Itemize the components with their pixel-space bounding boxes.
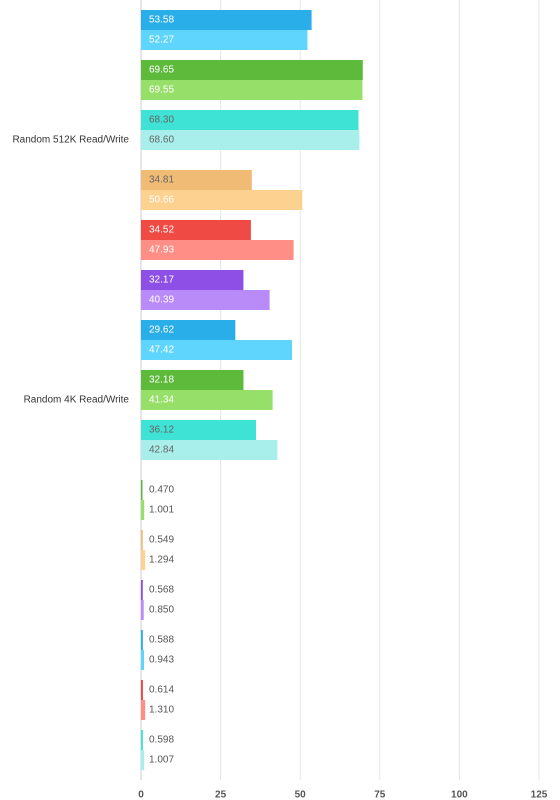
- bar: [141, 220, 251, 240]
- value-label: 1.007: [149, 755, 174, 766]
- bar: [141, 700, 146, 720]
- value-label: 0.614: [149, 685, 174, 696]
- category-label: Random 4K Read/Write: [24, 395, 130, 406]
- bar: [141, 420, 257, 440]
- value-label: 32.18: [149, 375, 174, 386]
- bar: [141, 190, 303, 210]
- value-label: 0.568: [149, 585, 174, 596]
- value-label: 36.12: [149, 425, 174, 436]
- bar: [141, 80, 363, 100]
- bar: [141, 580, 143, 600]
- value-label: 42.84: [149, 445, 174, 456]
- x-tick-label: 75: [374, 790, 386, 800]
- bar: [141, 270, 244, 290]
- value-label: 1.294: [149, 555, 174, 566]
- bar: [141, 170, 252, 190]
- value-label: 50.66: [149, 195, 174, 206]
- value-label: 69.65: [149, 65, 174, 76]
- bar: [141, 630, 143, 650]
- value-label: 34.81: [149, 175, 174, 186]
- value-label: 0.588: [149, 635, 174, 646]
- bar: [141, 650, 145, 670]
- value-label: 40.39: [149, 295, 174, 306]
- bar: [141, 500, 145, 520]
- bar: [141, 480, 143, 500]
- bar: [141, 730, 143, 750]
- bar: [141, 10, 312, 30]
- bar: [141, 440, 278, 460]
- bar: [141, 600, 144, 620]
- value-label: 68.30: [149, 115, 174, 126]
- x-tick-label: 25: [215, 790, 227, 800]
- bar: [141, 680, 143, 700]
- value-label: 68.60: [149, 135, 174, 146]
- value-label: 0.549: [149, 535, 174, 546]
- category-label: Random 512K Read/Write: [12, 135, 129, 146]
- value-label: 41.34: [149, 395, 174, 406]
- bar: [141, 370, 244, 390]
- value-label: 29.62: [149, 325, 174, 336]
- value-label: 34.52: [149, 225, 174, 236]
- bar: [141, 290, 270, 310]
- value-label: 1.001: [149, 505, 174, 516]
- bar: [141, 30, 308, 50]
- bar: [141, 130, 360, 150]
- value-label: 0.850: [149, 605, 174, 616]
- bar: [141, 320, 236, 340]
- x-tick-label: 50: [295, 790, 307, 800]
- value-label: 1.310: [149, 705, 174, 716]
- bar: [141, 240, 294, 260]
- value-label: 52.27: [149, 35, 174, 46]
- value-label: 47.93: [149, 245, 174, 256]
- x-tick-label: 0: [138, 790, 144, 800]
- bar: [141, 530, 143, 550]
- value-label: 0.943: [149, 655, 174, 666]
- bar: [141, 110, 359, 130]
- bar: [141, 390, 273, 410]
- value-label: 0.470: [149, 485, 174, 496]
- bar: [141, 550, 146, 570]
- bar: [141, 60, 363, 80]
- bar: [141, 750, 145, 770]
- x-tick-label: 100: [451, 790, 468, 800]
- value-label: 69.55: [149, 85, 174, 96]
- bar: [141, 340, 292, 360]
- value-label: 47.42: [149, 345, 174, 356]
- value-label: 32.17: [149, 275, 174, 286]
- x-tick-label: 125: [531, 790, 548, 800]
- value-label: 53.58: [149, 15, 174, 26]
- value-label: 0.598: [149, 735, 174, 746]
